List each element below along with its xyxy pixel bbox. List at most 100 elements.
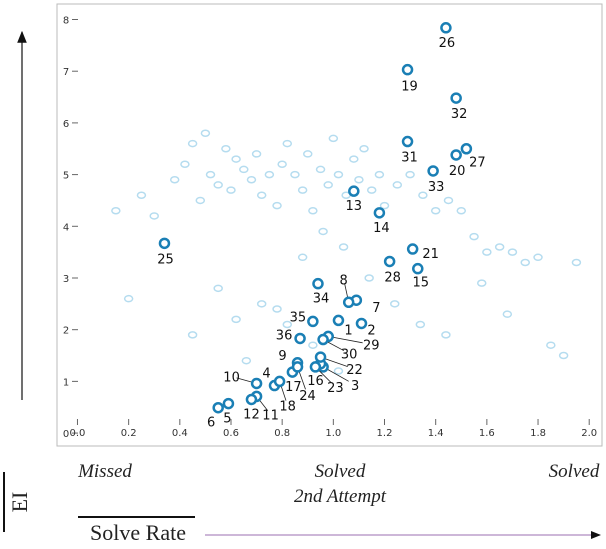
point-label: 22 xyxy=(346,363,363,378)
background-point xyxy=(430,207,441,215)
background-point xyxy=(241,356,252,365)
point xyxy=(348,185,360,197)
point xyxy=(332,314,345,327)
background-point xyxy=(533,253,543,262)
background-point xyxy=(256,191,267,200)
background-point xyxy=(476,279,487,287)
point xyxy=(317,333,329,346)
point xyxy=(312,277,324,290)
x-tick-label: 1.6 xyxy=(479,428,495,439)
background-point xyxy=(272,305,282,313)
annotation: Missed xyxy=(77,461,132,482)
background-point xyxy=(205,170,216,179)
background-point xyxy=(366,186,377,194)
background-point xyxy=(469,232,479,241)
point-label: 17 xyxy=(285,380,302,395)
x-tick-label: 0.4 xyxy=(172,428,188,439)
background-point xyxy=(282,320,293,329)
background-point xyxy=(494,243,505,251)
point-label: 14 xyxy=(373,221,390,236)
background-point xyxy=(379,201,390,210)
background-point xyxy=(264,170,275,179)
y-tick-label: 5 xyxy=(63,171,69,182)
background-point xyxy=(226,186,236,194)
point xyxy=(460,142,473,155)
background-point xyxy=(338,243,349,251)
point-label: 16 xyxy=(307,374,324,389)
point-label: 5 xyxy=(223,412,231,427)
point xyxy=(158,237,171,250)
point xyxy=(427,165,439,177)
x-tick-label: 0.0 xyxy=(70,428,86,439)
background-point xyxy=(418,191,428,200)
point xyxy=(355,317,368,330)
background-point xyxy=(195,196,206,205)
y-tick-label: 0 xyxy=(63,429,69,440)
background-point xyxy=(136,191,147,200)
background-point xyxy=(482,248,492,256)
background-point xyxy=(558,351,569,360)
point xyxy=(412,262,424,275)
background-point xyxy=(308,207,318,215)
point-label: 23 xyxy=(327,381,344,396)
point xyxy=(401,135,414,148)
background-point xyxy=(246,176,257,184)
point xyxy=(291,361,304,373)
background-point xyxy=(123,294,134,303)
plot-frame xyxy=(56,3,603,447)
background-point xyxy=(323,181,333,189)
x-tick-label: 1.8 xyxy=(530,428,546,439)
background-point xyxy=(282,139,293,148)
point xyxy=(250,377,263,390)
x-tick-label: 1.2 xyxy=(377,428,393,439)
background-point xyxy=(303,150,313,158)
background-point xyxy=(251,150,262,158)
background-point xyxy=(374,170,385,179)
point-label: 35 xyxy=(290,310,307,325)
point-label: 24 xyxy=(299,389,316,404)
point-label: 20 xyxy=(449,164,466,179)
point xyxy=(383,255,396,268)
point-label: 1 xyxy=(344,323,352,338)
point-label: 4 xyxy=(262,367,270,382)
background-point xyxy=(507,248,518,256)
point xyxy=(406,243,419,255)
background-point xyxy=(308,341,318,349)
background-point xyxy=(520,258,530,267)
background-point xyxy=(187,331,198,339)
point-label: 18 xyxy=(279,399,296,414)
background-point xyxy=(169,176,180,184)
point xyxy=(212,401,224,414)
background-point xyxy=(111,207,121,215)
point-label: 31 xyxy=(401,151,418,166)
background-point xyxy=(502,310,513,318)
point xyxy=(450,92,462,104)
x-tick-label: 0.8 xyxy=(274,428,290,439)
background-point xyxy=(213,284,223,293)
point xyxy=(307,315,319,328)
point xyxy=(342,296,355,309)
point-label: 21 xyxy=(422,247,439,262)
background-point xyxy=(221,144,231,153)
background-point xyxy=(546,341,556,349)
point-label: 32 xyxy=(451,107,468,122)
y-axis-label: EI xyxy=(7,492,32,513)
point xyxy=(222,397,235,410)
point-label: 10 xyxy=(223,370,240,385)
background-point xyxy=(213,181,223,189)
point-label: 2 xyxy=(367,323,375,338)
annotation: Solved xyxy=(549,461,600,482)
y-tick-label: 7 xyxy=(63,67,69,78)
y-tick-label: 4 xyxy=(63,222,69,233)
background-point xyxy=(405,170,415,179)
point-label: 3 xyxy=(351,379,359,394)
leader-line xyxy=(328,336,363,344)
background-point xyxy=(180,160,190,169)
x-tick-label: 0.2 xyxy=(121,428,137,439)
point xyxy=(440,22,452,34)
point xyxy=(309,361,322,373)
point xyxy=(314,351,327,363)
background-point xyxy=(297,253,308,262)
x-axis-label: Solve Rate xyxy=(90,520,186,545)
